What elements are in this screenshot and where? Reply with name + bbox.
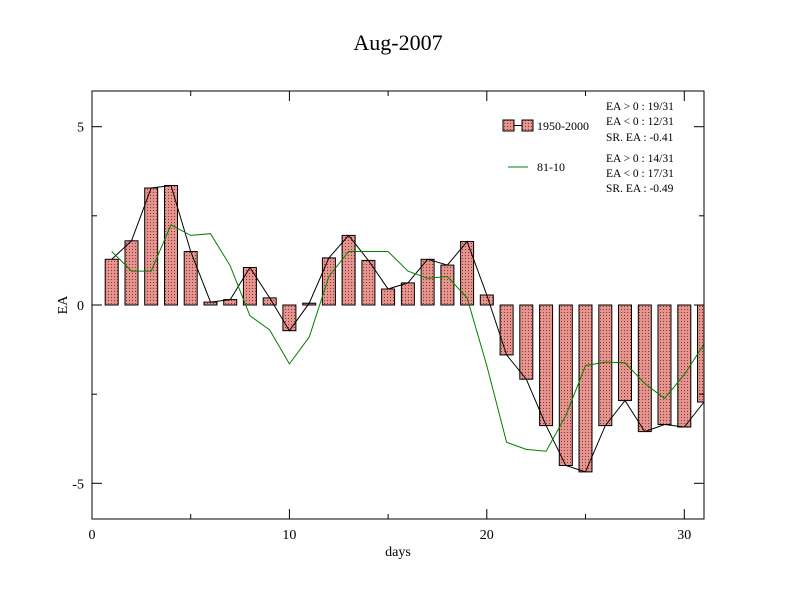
stat-81-10-sr: SR. EA : -0.49 (606, 183, 674, 195)
y-tick-label-5: 5 (77, 121, 84, 136)
legend-swatch-1950-2000-right (521, 119, 534, 132)
bar-day-21 (499, 304, 514, 356)
bar-day-16 (400, 282, 415, 306)
y-tick-label--5: -5 (72, 477, 84, 492)
bar-day-18 (440, 264, 455, 306)
bar-day-10 (282, 304, 297, 332)
bar-day-28 (637, 304, 652, 433)
bar-day-24 (558, 304, 573, 466)
bar-day-12 (321, 257, 336, 306)
stat-1950-2000-positive: EA > 0 : 19/31 (606, 101, 674, 113)
x-tick-label-20: 20 (480, 528, 494, 543)
series-line-81-10 (111, 224, 704, 452)
y-axis-label: EA (56, 295, 71, 315)
axes: 0 10 20 30 -5 0 5 (72, 91, 704, 543)
series-line-1950-2000 (111, 184, 704, 473)
bar-day-4 (164, 185, 178, 306)
bar-day-9 (262, 297, 277, 306)
bar-day-5 (183, 251, 198, 306)
stat-1950-2000-sr: SR. EA : -0.41 (606, 132, 674, 144)
legend-label-1950-2000: 1950-2000 (537, 119, 589, 133)
stat-81-10-positive: EA > 0 : 14/31 (606, 153, 674, 165)
bar-day-22 (519, 304, 534, 380)
plot-area (104, 184, 704, 473)
bar-day-29 (657, 304, 672, 425)
chart-title: Aug-2007 (353, 30, 442, 55)
y-tick-label-0: 0 (77, 299, 84, 314)
bar-day-15 (381, 288, 396, 306)
bar-day-17 (420, 258, 435, 306)
bar-day-3 (144, 187, 159, 306)
stat-1950-2000-negative: EA < 0 : 12/31 (606, 116, 674, 128)
bar-day-27 (618, 304, 632, 402)
bar-day-19 (460, 241, 475, 306)
bar-day-30 (677, 304, 692, 428)
bar-day-2 (124, 240, 139, 306)
x-tick-label-0: 0 (89, 528, 96, 543)
legend-swatch-1950-2000-left (502, 119, 515, 132)
bar-day-25 (578, 304, 593, 473)
x-tick-label-10: 10 (282, 528, 296, 543)
bar-day-23 (539, 304, 554, 427)
legend-label-81-10: 81-10 (537, 160, 565, 174)
legend: 1950-2000 81-10 EA > 0 : 19/31 EA < 0 : … (502, 101, 674, 195)
bar-day-13 (341, 234, 356, 306)
bar-day-26 (598, 304, 613, 427)
x-axis-label: days (385, 545, 411, 560)
bar-day-8 (242, 267, 257, 306)
stat-81-10-negative: EA < 0 : 17/31 (606, 168, 674, 180)
bar-day-1 (104, 258, 119, 306)
x-tick-label-30: 30 (677, 528, 691, 543)
